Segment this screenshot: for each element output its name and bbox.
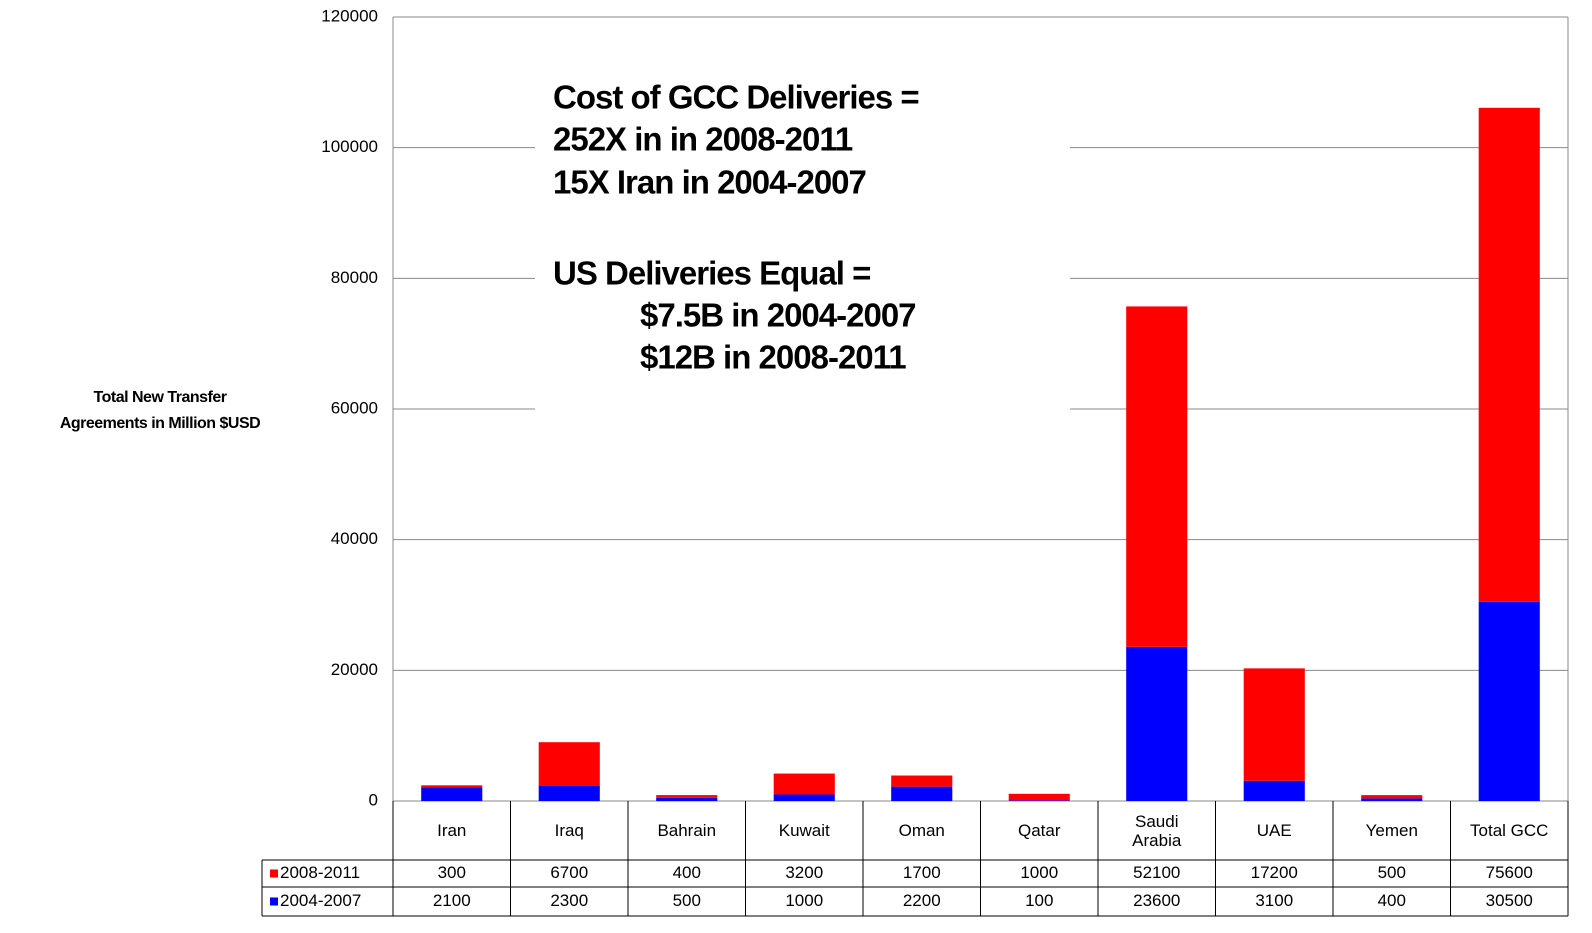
bar-segment xyxy=(1126,646,1188,801)
table-value: 2300 xyxy=(550,891,588,910)
bar-segment xyxy=(538,742,600,786)
table-value: 1000 xyxy=(1020,863,1058,882)
bar-segment xyxy=(891,786,953,801)
table-value: 500 xyxy=(673,891,701,910)
bar-segment xyxy=(1008,800,1070,801)
table-value: 2100 xyxy=(433,891,471,910)
bar-segment xyxy=(1243,780,1305,801)
table-value: 30500 xyxy=(1486,891,1533,910)
y-tick-label: 120000 xyxy=(321,6,378,25)
annotation: $12B in 2008-2011 xyxy=(640,339,906,376)
bar-segment xyxy=(1126,306,1188,647)
bar-segment xyxy=(656,795,718,798)
y-tick-label: 40000 xyxy=(331,529,378,548)
bar-segment xyxy=(421,785,483,788)
table-value: 17200 xyxy=(1251,863,1298,882)
bar-segment xyxy=(773,794,835,801)
x-tick-label: Kuwait xyxy=(778,821,830,840)
legend-swatch xyxy=(270,869,278,878)
annotation: 252X in in 2008-2011 xyxy=(553,121,853,158)
x-tick-label: Iraq xyxy=(554,821,584,840)
bar-segment xyxy=(1243,668,1305,781)
table-value: 500 xyxy=(1378,863,1406,882)
y-axis-label: Agreements in Million $USD xyxy=(60,415,260,432)
table-value: 3100 xyxy=(1255,891,1293,910)
table-value: 300 xyxy=(438,863,466,882)
y-tick-label: 80000 xyxy=(331,268,378,287)
annotation: 15X Iran in 2004-2007 xyxy=(553,164,866,201)
bar-segment xyxy=(1478,601,1540,801)
x-tick-label: Yemen xyxy=(1365,821,1418,840)
table-value: 100 xyxy=(1025,891,1053,910)
x-tick-label: Bahrain xyxy=(657,821,717,840)
table-value: 400 xyxy=(673,863,701,882)
table-value: 75600 xyxy=(1486,863,1533,882)
annotation: Cost of GCC Deliveries = xyxy=(553,79,919,116)
bar-segment xyxy=(656,797,718,801)
annotation-box xyxy=(535,70,1070,412)
table-value: 52100 xyxy=(1133,863,1180,882)
bar-segment xyxy=(1361,798,1423,801)
table-value: 1000 xyxy=(785,891,823,910)
x-tick-label: Oman xyxy=(898,821,945,840)
table-value: 1700 xyxy=(903,863,941,882)
bar-segment xyxy=(891,775,953,787)
legend-label: 2008-2011 xyxy=(280,863,360,882)
y-tick-label: 20000 xyxy=(331,660,378,679)
annotation: $7.5B in 2004-2007 xyxy=(640,297,916,334)
y-axis-label: Total New Transfer xyxy=(94,389,227,406)
x-tick-label: Total GCC xyxy=(1470,821,1549,840)
x-tick-label: Iran xyxy=(437,821,467,840)
legend-swatch xyxy=(270,897,278,906)
table-value: 2200 xyxy=(903,891,941,910)
y-tick-label: 0 xyxy=(369,790,378,809)
bar-segment xyxy=(773,773,835,795)
x-tick-label: Saudi Arabia xyxy=(1132,811,1182,850)
y-tick-label: 100000 xyxy=(321,137,378,156)
table-value: 400 xyxy=(1378,891,1406,910)
table-value: 23600 xyxy=(1133,891,1180,910)
legend-label: 2004-2007 xyxy=(280,891,361,910)
bar-segment xyxy=(1361,795,1423,799)
table-value: 3200 xyxy=(785,863,823,882)
x-tick-label: UAE xyxy=(1256,821,1292,840)
table-value: 6700 xyxy=(550,863,588,882)
bar-segment xyxy=(421,787,483,801)
bar-segment xyxy=(1008,793,1070,801)
x-tick-label: Qatar xyxy=(1017,821,1061,840)
y-tick-label: 60000 xyxy=(331,398,378,417)
bar-segment xyxy=(538,785,600,801)
annotation: US Deliveries Equal = xyxy=(553,255,870,292)
bar-segment xyxy=(1478,107,1540,602)
